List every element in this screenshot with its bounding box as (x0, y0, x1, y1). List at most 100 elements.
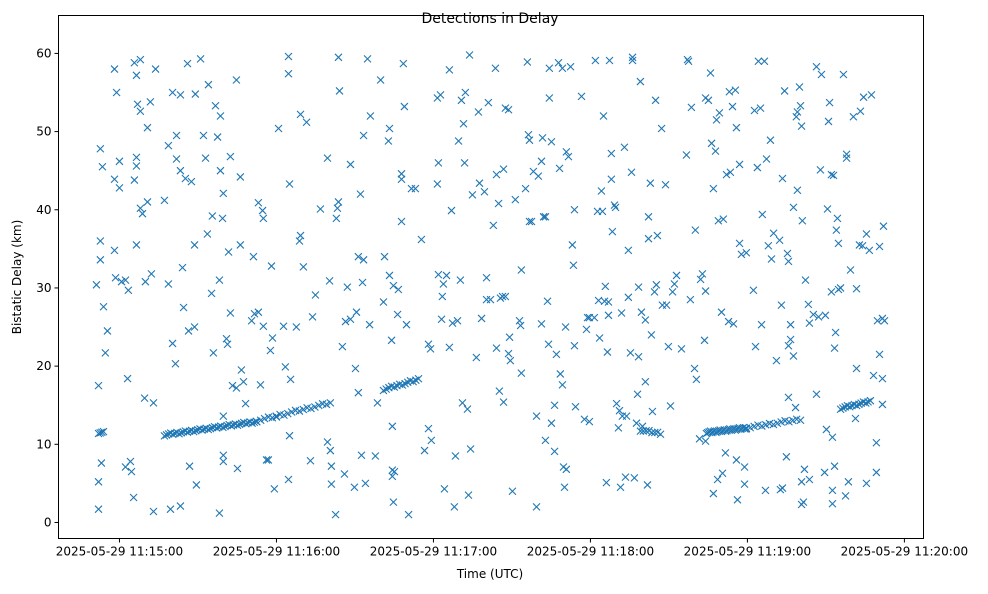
data-point (718, 469, 727, 478)
data-point (92, 280, 101, 289)
data-point (547, 419, 556, 428)
data-point (414, 374, 423, 383)
data-point (316, 205, 325, 213)
data-point (132, 71, 141, 80)
data-point (511, 195, 520, 204)
data-point (726, 168, 735, 177)
data-point (614, 423, 623, 432)
data-point (133, 100, 142, 109)
data-point (447, 206, 456, 215)
data-point (458, 398, 467, 407)
data-point (823, 205, 832, 213)
data-point (181, 174, 190, 183)
data-point (233, 421, 242, 430)
data-point (786, 320, 795, 329)
data-point (376, 76, 385, 84)
data-point (168, 430, 177, 439)
data-point (453, 316, 462, 325)
data-point (858, 241, 867, 250)
data-point (221, 422, 229, 431)
data-point (274, 124, 283, 133)
data-point (712, 115, 721, 124)
data-point (859, 93, 868, 102)
data-point (571, 402, 580, 411)
data-point (505, 333, 514, 342)
data-point (711, 147, 720, 156)
data-point (700, 336, 709, 345)
data-point (213, 133, 222, 141)
data-point (521, 184, 530, 193)
x-axis-label: Time (UTC) (456, 567, 523, 581)
data-point (226, 152, 235, 161)
data-point (201, 154, 210, 163)
data-point (652, 280, 661, 289)
data-point (172, 131, 181, 140)
data-point (226, 309, 235, 317)
data-point (534, 172, 543, 181)
data-point (327, 462, 336, 471)
data-point (784, 257, 793, 266)
data-point (836, 405, 845, 414)
data-point (427, 436, 436, 445)
data-point (236, 173, 245, 181)
data-point (480, 187, 489, 196)
data-point (389, 498, 398, 507)
data-point (515, 316, 524, 325)
data-point (792, 112, 801, 121)
data-point (672, 271, 681, 280)
data-point (562, 148, 571, 156)
data-point (151, 65, 160, 73)
data-point (477, 314, 486, 323)
data-point (839, 70, 848, 79)
data-point (630, 474, 639, 482)
data-point (830, 462, 839, 471)
data-point (684, 57, 693, 66)
data-point (812, 390, 821, 399)
data-points (92, 51, 889, 519)
data-point (177, 428, 186, 437)
data-point (852, 284, 861, 293)
data-point (388, 422, 397, 431)
data-point (475, 179, 484, 188)
data-point (501, 292, 510, 301)
data-point (769, 229, 778, 238)
data-point (517, 369, 526, 378)
x-tick-label: 2025-05-29 11:19:00 (684, 545, 811, 559)
data-point (219, 423, 227, 432)
data-point (268, 334, 277, 342)
data-point (136, 204, 145, 213)
data-point (841, 492, 850, 500)
data-point (757, 320, 766, 329)
data-point (286, 375, 295, 384)
data-point (842, 150, 851, 159)
data-point (607, 149, 616, 158)
data-point (402, 320, 411, 329)
data-point (94, 381, 103, 390)
data-point (302, 118, 311, 127)
data-point (715, 108, 724, 117)
data-point (264, 456, 273, 464)
data-point (491, 64, 500, 73)
data-point (628, 53, 637, 62)
data-point (323, 154, 332, 163)
data-point (641, 377, 650, 386)
data-point (164, 280, 173, 288)
y-tick-label: 40 (36, 203, 51, 217)
data-point (216, 112, 225, 120)
data-point (532, 412, 541, 421)
data-point (219, 451, 228, 460)
x-tick-label: 2025-05-29 11:20:00 (841, 545, 968, 559)
data-point (817, 70, 826, 79)
data-point (460, 158, 469, 167)
data-point (334, 53, 343, 62)
data-point (664, 342, 673, 351)
data-point (569, 261, 578, 270)
data-point (110, 246, 119, 255)
data-point (365, 320, 374, 329)
data-point (130, 176, 139, 184)
data-point (766, 136, 775, 145)
data-point (760, 57, 769, 66)
data-point (849, 112, 858, 121)
data-point (677, 345, 686, 353)
